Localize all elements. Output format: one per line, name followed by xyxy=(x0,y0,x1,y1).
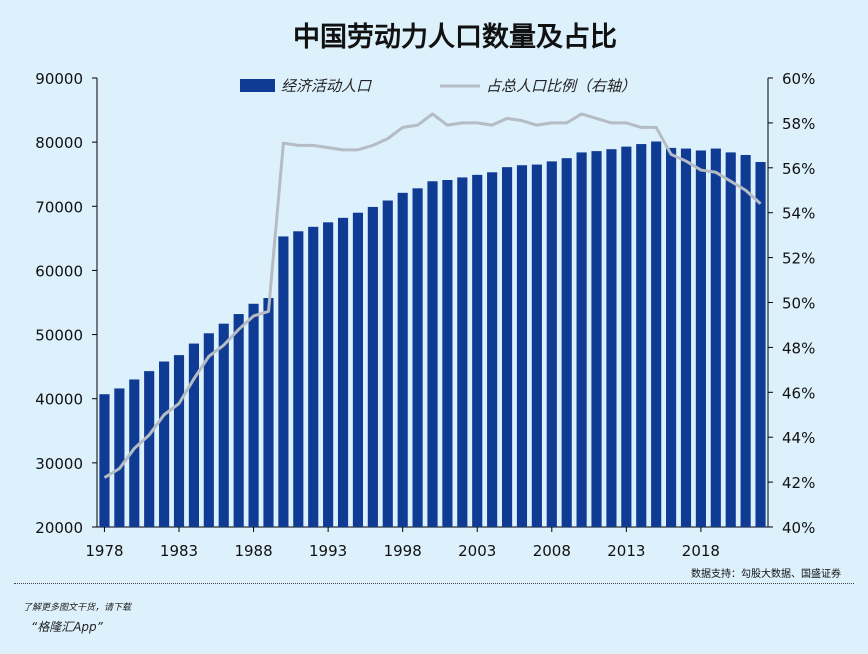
bar-1980 xyxy=(129,379,140,527)
bar-2005 xyxy=(501,167,513,527)
left-tick-label: 40000 xyxy=(35,391,83,409)
bar-1978 xyxy=(99,394,110,527)
x-tick-label: 1978 xyxy=(85,542,123,560)
bar-2000 xyxy=(427,181,438,527)
left-tick-label: 70000 xyxy=(35,198,83,216)
right-tick-label: 40% xyxy=(782,519,815,537)
x-tick-label: 2013 xyxy=(607,542,645,560)
bar-1983 xyxy=(173,355,185,527)
bar-1985 xyxy=(203,333,214,527)
bar-2017 xyxy=(680,148,692,527)
left-tick-label: 80000 xyxy=(35,134,83,152)
bar-1986 xyxy=(218,323,229,527)
bar-1979 xyxy=(114,388,125,527)
bar-2003 xyxy=(472,174,483,528)
bar-2016 xyxy=(666,147,677,528)
bar-2014 xyxy=(636,144,647,527)
bar-1997 xyxy=(382,200,393,527)
x-tick-label: 1998 xyxy=(384,542,422,560)
bar-1999 xyxy=(412,188,423,527)
right-tick-label: 52% xyxy=(782,250,815,268)
ticks: 20000 30000 40000 50000 60000 70000 80000 90000… xyxy=(35,70,815,560)
bar-2007 xyxy=(531,164,542,527)
right-tick-label: 56% xyxy=(782,160,815,178)
bar-1991 xyxy=(293,231,304,528)
bar-1987 xyxy=(233,314,244,527)
footer-promo: 了解更多图文干货，请下载 xyxy=(23,603,132,613)
bar-1984 xyxy=(188,343,199,527)
bar-1982 xyxy=(159,361,170,527)
right-tick-label: 54% xyxy=(782,205,815,223)
source-note: 数据支持：勾股大数据、国盛证券 xyxy=(691,567,841,580)
bar-2011 xyxy=(591,151,602,527)
bar-1992 xyxy=(308,226,319,527)
bar-1995 xyxy=(352,212,364,527)
bar-2001 xyxy=(442,179,453,528)
bar-1981 xyxy=(144,371,155,527)
bar-1990 xyxy=(278,236,289,527)
x-tick-label: 1988 xyxy=(234,542,272,560)
x-tick-label: 1983 xyxy=(160,542,198,560)
right-tick-label: 58% xyxy=(782,115,815,133)
chart-title: 中国劳动力人口数量及占比 xyxy=(293,22,617,53)
bar-1996 xyxy=(367,206,378,527)
bar-2006 xyxy=(516,165,528,528)
bar-2013 xyxy=(621,146,632,527)
bar-2012 xyxy=(606,149,617,527)
bar-2021 xyxy=(740,154,751,527)
x-tick-label: 2018 xyxy=(682,542,720,560)
bar-2020 xyxy=(725,152,736,527)
x-tick-label: 2003 xyxy=(458,542,496,560)
bars-series xyxy=(99,141,766,528)
bar-2009 xyxy=(561,158,572,527)
bar-1998 xyxy=(397,192,408,527)
line-series-layer xyxy=(103,112,762,479)
right-tick-label: 60% xyxy=(782,70,815,88)
left-tick-label: 50000 xyxy=(35,327,83,345)
bar-2019 xyxy=(710,148,721,527)
left-tick-label: 30000 xyxy=(35,455,83,473)
left-tick-label: 60000 xyxy=(35,262,83,280)
right-tick-label: 44% xyxy=(782,429,815,447)
footer-divider xyxy=(14,583,854,584)
bar-1989 xyxy=(263,298,274,527)
x-tick-label: 1993 xyxy=(309,542,347,560)
bar-2008 xyxy=(546,161,557,527)
x-tick-label: 2008 xyxy=(533,542,571,560)
left-tick-label: 90000 xyxy=(35,70,83,88)
right-tick-label: 42% xyxy=(782,474,815,492)
bar-2002 xyxy=(457,177,468,528)
right-tick-label: 48% xyxy=(782,339,815,357)
bar-2018 xyxy=(695,150,706,528)
bar-2015 xyxy=(651,141,662,527)
legend-bar-swatch xyxy=(240,79,275,92)
right-tick-label: 46% xyxy=(782,384,815,402)
right-tick-label: 50% xyxy=(782,295,815,313)
bar-2022 xyxy=(755,162,766,527)
ratio-line xyxy=(103,112,762,479)
bar-1994 xyxy=(337,217,349,527)
left-tick-label: 20000 xyxy=(35,519,83,537)
bar-1993 xyxy=(323,222,334,527)
footer-app-name: “格隆汇App” xyxy=(31,620,103,634)
bar-2004 xyxy=(487,172,498,528)
legend: 经济活动人口 占总人口比例（右轴） xyxy=(240,77,636,95)
bar-2010 xyxy=(576,152,587,527)
legend-bar-label: 经济活动人口 xyxy=(281,77,372,95)
bar-1988 xyxy=(248,303,259,527)
legend-line-label: 占总人口比例（右轴） xyxy=(486,77,636,95)
